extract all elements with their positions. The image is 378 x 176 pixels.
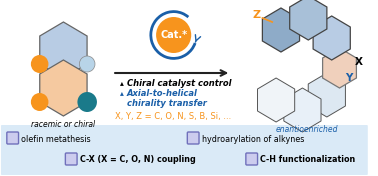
Circle shape [156,17,191,53]
Text: Chiral catalyst control: Chiral catalyst control [127,78,231,87]
Text: X: X [355,57,363,67]
Polygon shape [313,16,350,60]
Polygon shape [257,78,295,122]
Polygon shape [40,60,87,116]
Text: hydroarylation of alkynes: hydroarylation of alkynes [202,134,304,143]
Text: Y: Y [345,73,353,83]
Text: chirality transfer: chirality transfer [127,99,207,108]
Polygon shape [322,48,356,88]
Polygon shape [284,88,321,132]
Text: racemic or chiral: racemic or chiral [31,120,96,129]
Polygon shape [290,0,327,40]
FancyBboxPatch shape [246,153,257,165]
Polygon shape [40,22,87,78]
Text: ▴: ▴ [120,89,124,98]
Text: C-X (X = C, O, N) coupling: C-X (X = C, O, N) coupling [80,156,196,165]
Text: enantioenriched: enantioenriched [276,125,339,134]
Polygon shape [308,73,345,117]
FancyBboxPatch shape [187,132,199,144]
Text: Axial-to-helical: Axial-to-helical [127,89,198,98]
Polygon shape [262,8,299,52]
FancyBboxPatch shape [1,125,368,175]
FancyBboxPatch shape [7,132,19,144]
Circle shape [31,93,48,111]
Text: X, Y, Z = C, O, N, S, B, Si, ...: X, Y, Z = C, O, N, S, B, Si, ... [115,112,231,121]
Circle shape [79,56,95,72]
Text: Cat.*: Cat.* [160,30,187,40]
Text: olefin metathesis: olefin metathesis [22,134,91,143]
Text: C-H functionalization: C-H functionalization [260,156,356,165]
FancyBboxPatch shape [65,153,77,165]
Circle shape [77,92,97,112]
Text: Z: Z [253,10,261,20]
Circle shape [31,55,48,73]
Text: ▴: ▴ [120,78,124,87]
